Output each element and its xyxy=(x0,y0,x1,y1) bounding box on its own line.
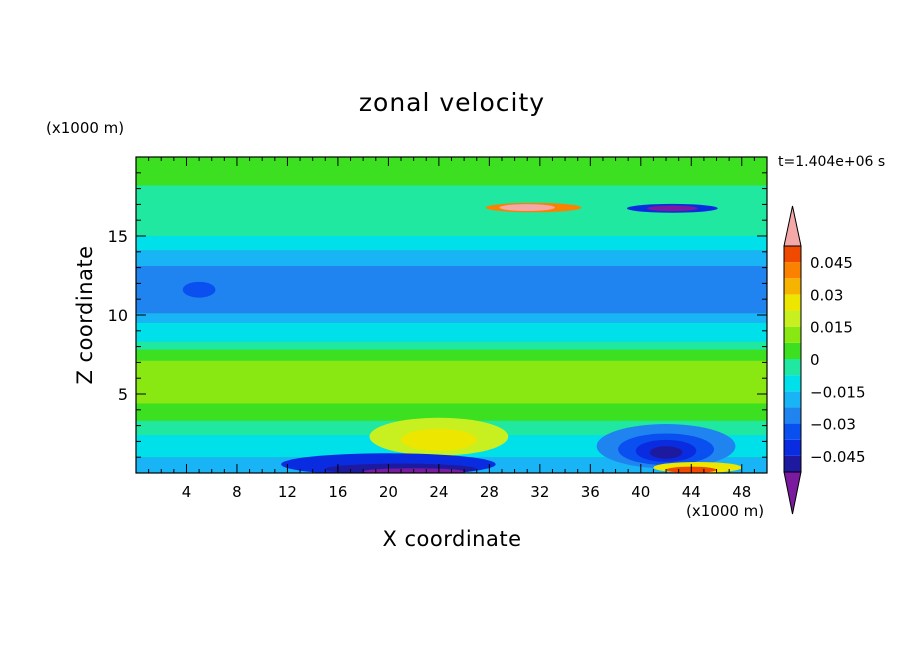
colorbar-swatch xyxy=(784,439,801,456)
field-feature xyxy=(653,461,742,473)
colorbar-frame xyxy=(783,245,802,473)
field-band xyxy=(136,218,767,236)
field-band xyxy=(136,322,767,342)
colorbar: 0.045 0.03 0.015 0 −0.015 −0.03 −0.045 xyxy=(783,205,866,515)
x-tick-label: 32 xyxy=(530,483,549,501)
field-feature xyxy=(325,463,477,473)
field-feature xyxy=(369,417,509,456)
y-axis-label: Z coordinate xyxy=(73,245,97,385)
field-band xyxy=(136,185,767,202)
field-band xyxy=(136,313,767,323)
field-feature xyxy=(401,428,477,451)
field-feature xyxy=(618,433,714,466)
colorbar-label: 0.03 xyxy=(810,286,843,304)
x-tick-label: 12 xyxy=(278,483,297,501)
field-band xyxy=(136,236,767,251)
x-tick-label: 4 xyxy=(182,483,192,501)
field-feature xyxy=(647,205,698,212)
field-band xyxy=(136,266,767,314)
x-tick-label: 16 xyxy=(328,483,347,501)
colorbar-swatch xyxy=(784,342,801,359)
colorbar-label: 0.015 xyxy=(810,319,853,337)
x-tick-label: 24 xyxy=(429,483,448,501)
field-band xyxy=(136,250,767,267)
colorbar-swatch xyxy=(784,423,801,440)
colorbar-swatch xyxy=(784,375,801,392)
y-tick-label: 15 xyxy=(108,227,128,246)
colorbar-swatch xyxy=(784,310,801,327)
colorbar-swatch xyxy=(784,262,801,279)
field-band xyxy=(136,157,767,186)
colorbar-swatch xyxy=(784,391,801,408)
x-tick-label: 20 xyxy=(379,483,398,501)
field-band xyxy=(136,457,767,473)
field-band xyxy=(136,435,767,458)
time-label: t=1.404e+06 s xyxy=(778,154,886,170)
field-feature xyxy=(182,281,216,298)
x-units-label: (x1000 m) xyxy=(686,502,765,520)
colorbar-swatch xyxy=(784,326,801,343)
field-feature xyxy=(281,453,496,473)
field-band xyxy=(136,403,767,421)
y-units-label: (x1000 m) xyxy=(46,119,125,137)
colorbar-label: 0.045 xyxy=(810,254,853,272)
x-tick-label: 44 xyxy=(682,483,701,501)
x-axis-label: X coordinate xyxy=(382,527,522,551)
colorbar-label: −0.015 xyxy=(810,383,866,401)
chart-title: zonal velocity xyxy=(358,88,546,117)
field-band xyxy=(136,360,767,404)
colorbar-swatch xyxy=(784,359,801,376)
field-band xyxy=(136,420,767,436)
plot-area xyxy=(136,157,767,473)
colorbar-extend-high xyxy=(783,205,802,247)
field-band xyxy=(136,201,767,219)
field-band xyxy=(136,341,767,350)
field-band xyxy=(136,349,767,361)
field-feature xyxy=(626,203,718,213)
field-feature xyxy=(635,439,697,462)
field-feature xyxy=(666,466,717,473)
x-tick-label: 48 xyxy=(732,483,751,501)
x-tick-label: 28 xyxy=(480,483,499,501)
field-feature xyxy=(363,468,465,473)
y-tick-label: 5 xyxy=(118,385,128,404)
colorbar-label: −0.03 xyxy=(810,416,856,434)
field-feature xyxy=(485,202,582,213)
x-tick-label: 8 xyxy=(232,483,242,501)
x-tick-label: 36 xyxy=(581,483,600,501)
colorbar-swatch xyxy=(784,455,801,472)
colorbar-extend-low xyxy=(783,471,802,515)
field-feature xyxy=(649,446,683,459)
colorbar-swatch xyxy=(784,407,801,424)
y-tick-label: 10 xyxy=(108,306,128,325)
colorbar-label: −0.045 xyxy=(810,448,866,466)
colorbar-swatch xyxy=(784,294,801,311)
colorbar-swatch xyxy=(784,246,801,263)
colorbar-label: 0 xyxy=(810,351,820,369)
field-background xyxy=(136,157,767,473)
field-feature xyxy=(499,204,555,212)
plot-frame xyxy=(135,156,768,474)
colorbar-swatch xyxy=(784,278,801,295)
x-tick-label: 40 xyxy=(631,483,650,501)
field-feature xyxy=(596,424,736,469)
